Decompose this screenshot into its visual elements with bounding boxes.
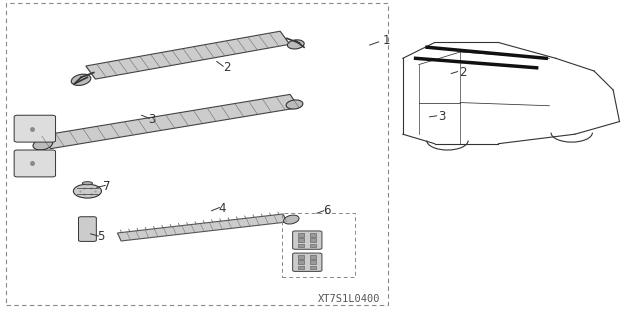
- FancyBboxPatch shape: [292, 231, 322, 249]
- Bar: [298, 260, 305, 264]
- Ellipse shape: [71, 74, 91, 85]
- Text: 3: 3: [438, 110, 445, 123]
- Bar: [282, 213, 355, 277]
- Bar: [310, 243, 317, 247]
- Text: 2: 2: [459, 66, 467, 79]
- Text: 4: 4: [218, 202, 225, 215]
- Bar: [298, 238, 305, 242]
- FancyBboxPatch shape: [79, 217, 97, 241]
- Ellipse shape: [287, 40, 304, 49]
- Text: 7: 7: [103, 180, 111, 193]
- Bar: [298, 243, 305, 247]
- Text: 1: 1: [383, 34, 390, 48]
- Text: XT7S1L0400: XT7S1L0400: [317, 293, 380, 304]
- Bar: [310, 238, 317, 242]
- Polygon shape: [117, 214, 287, 241]
- Bar: [310, 266, 317, 270]
- Bar: [310, 255, 317, 259]
- Bar: [298, 255, 305, 259]
- FancyBboxPatch shape: [14, 150, 56, 177]
- Bar: [310, 260, 317, 264]
- Text: 6: 6: [323, 204, 331, 217]
- Text: 2: 2: [223, 61, 230, 74]
- Text: 5: 5: [97, 230, 104, 243]
- Polygon shape: [42, 94, 299, 149]
- Bar: [298, 233, 305, 237]
- Circle shape: [74, 184, 101, 198]
- Ellipse shape: [33, 139, 52, 150]
- Bar: [6, 3, 388, 305]
- Ellipse shape: [284, 215, 299, 224]
- Text: 3: 3: [148, 114, 156, 126]
- Bar: [310, 233, 317, 237]
- Polygon shape: [86, 31, 290, 79]
- Ellipse shape: [286, 100, 303, 109]
- FancyBboxPatch shape: [14, 115, 56, 142]
- Ellipse shape: [83, 182, 93, 185]
- Bar: [298, 266, 305, 270]
- FancyBboxPatch shape: [292, 253, 322, 271]
